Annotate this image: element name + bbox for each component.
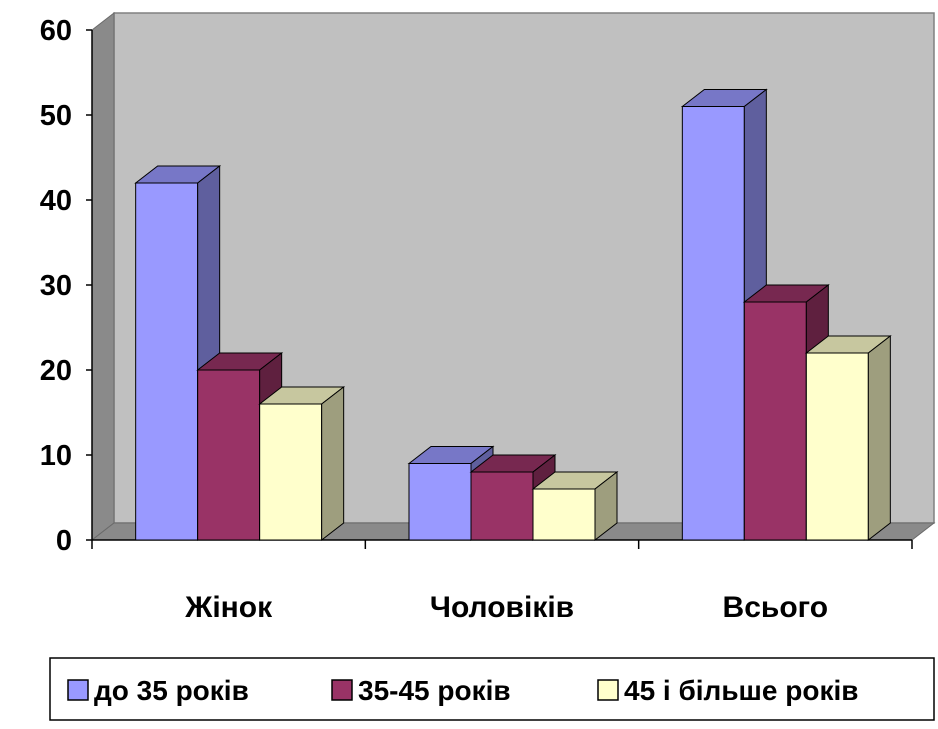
legend-swatch [597,679,619,701]
bar-front [470,471,534,541]
bar [258,385,346,542]
x-tick-label: Всього [723,591,829,624]
bar [804,334,892,542]
bar-front [681,106,745,541]
bar-side [321,385,345,542]
bar-front [743,301,807,541]
side-wall [91,11,115,542]
y-tick-label: 60 [40,15,72,47]
legend-swatch [331,679,353,701]
x-tick-label: Чоловіків [430,591,574,624]
chart-legend: до 35 років 35-45 років 45 і більше років [49,657,935,721]
y-tick-label: 0 [56,525,72,557]
y-tick-label: 30 [40,270,72,302]
y-tick-label: 20 [40,355,72,387]
chart-labels: 0 10 20 30 40 50 60 Жінок Чоловіків Всього [40,15,828,624]
y-tick-label: 10 [40,440,72,472]
y-tick-label: 40 [40,185,72,217]
chart-bars [134,88,892,542]
x-tick-label: Жінок [184,591,273,624]
bar-front [197,369,261,541]
bar-front [805,352,869,541]
bar-side [594,470,618,542]
bar-side [867,334,891,542]
legend-swatch [67,679,89,701]
legend-label: 35-45 років [358,675,511,706]
bar [531,470,619,542]
bar-front [135,182,199,541]
legend-label: 45 і більше років [624,675,858,706]
bar-front [408,463,472,541]
legend-box [49,657,935,721]
bar-front [259,403,323,541]
bar-front [532,488,596,541]
y-tick-label: 50 [40,100,72,132]
legend-label: до 35 років [94,675,249,706]
